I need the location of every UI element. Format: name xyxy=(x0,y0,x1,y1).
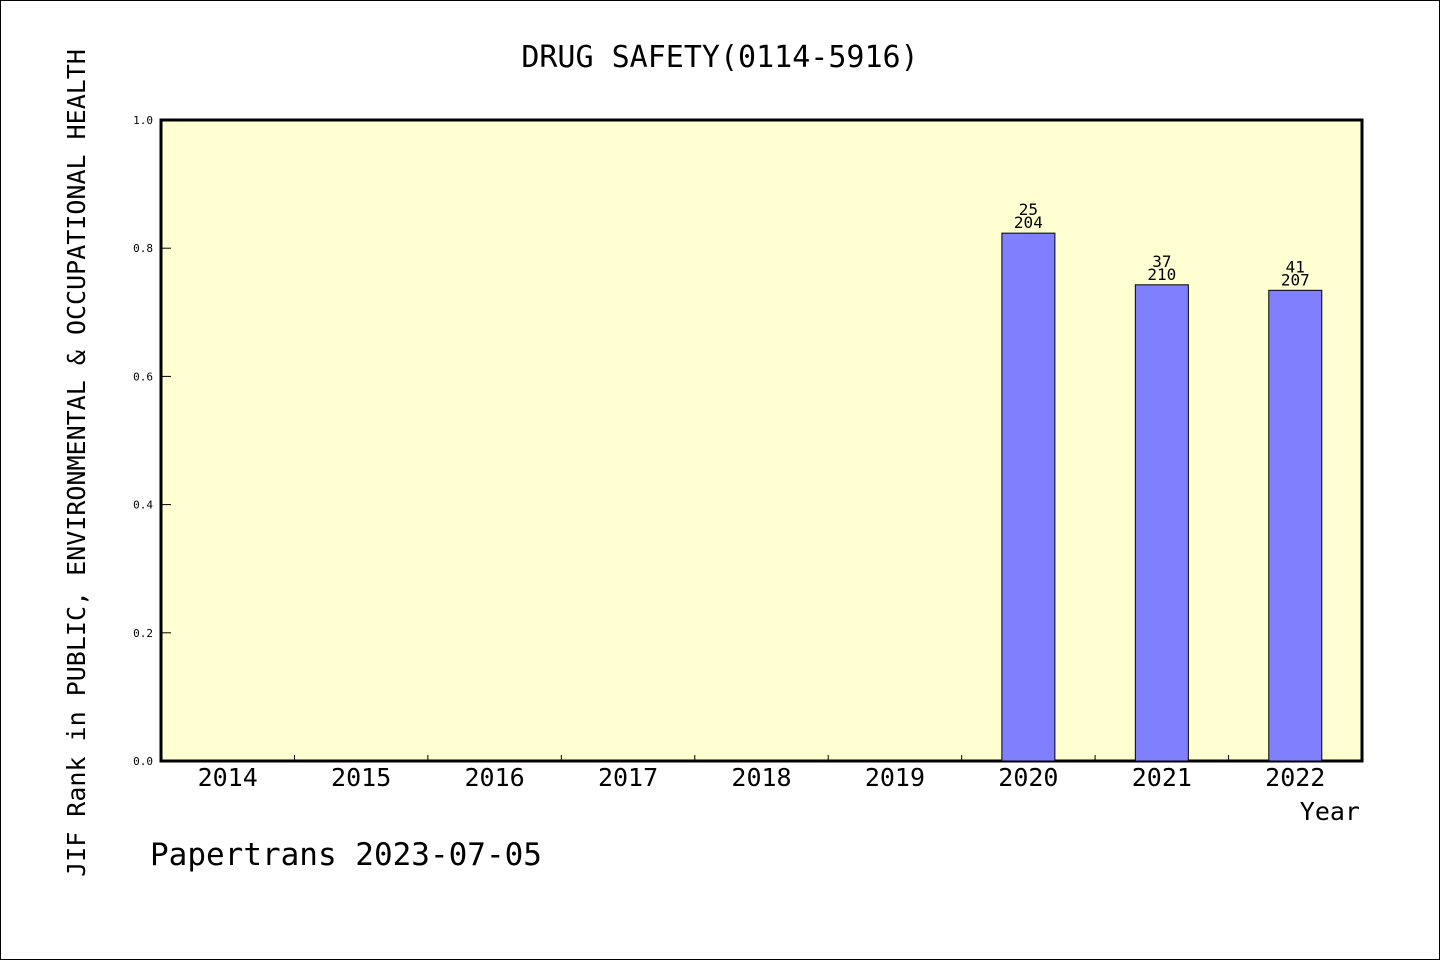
x-tick-label: 2022 xyxy=(1265,763,1325,792)
bar-total-label: 204 xyxy=(1014,213,1043,232)
x-tick-label: 2017 xyxy=(598,763,658,792)
bar-rank-label: 25 xyxy=(1019,200,1038,219)
footer-credit: Papertrans 2023-07-05 xyxy=(150,837,542,873)
y-tick-label: 1.0 xyxy=(133,114,153,127)
y-axis-label: JIF Rank in PUBLIC, ENVIRONMENTAL & OCCU… xyxy=(62,49,91,877)
bar-2021 xyxy=(1134,284,1189,762)
x-axis-label: Year xyxy=(1300,797,1360,826)
y-tick-label: 0.8 xyxy=(133,242,153,255)
x-tick-label: 2021 xyxy=(1132,763,1192,792)
x-tick-label: 2016 xyxy=(465,763,525,792)
bar-rank-label: 37 xyxy=(1152,252,1171,271)
y-tick-label: 0.2 xyxy=(133,627,153,640)
x-tick-label: 2018 xyxy=(731,763,791,792)
bar-total-label: 207 xyxy=(1281,270,1310,289)
y-tick-label: 0.4 xyxy=(133,499,153,512)
x-tick-label: 2019 xyxy=(865,763,925,792)
x-tick-label: 2015 xyxy=(331,763,391,792)
bar-2020 xyxy=(1001,232,1056,762)
bar-total-label: 210 xyxy=(1147,265,1176,284)
x-tick-label: 2014 xyxy=(198,763,258,792)
chart-title: DRUG SAFETY(0114-5916) xyxy=(521,40,918,75)
bar-2022 xyxy=(1268,289,1323,762)
tick-layer: 0.0 0.2 0.4 0.6 0.8 1.0 2014 2015 2016 2017 2018 20… xyxy=(133,114,1325,792)
x-tick-label: 2020 xyxy=(998,763,1058,792)
y-tick-label: 0.6 xyxy=(133,370,153,383)
y-tick-label: 0.0 xyxy=(133,755,153,768)
bar-rank-label: 41 xyxy=(1286,257,1305,276)
